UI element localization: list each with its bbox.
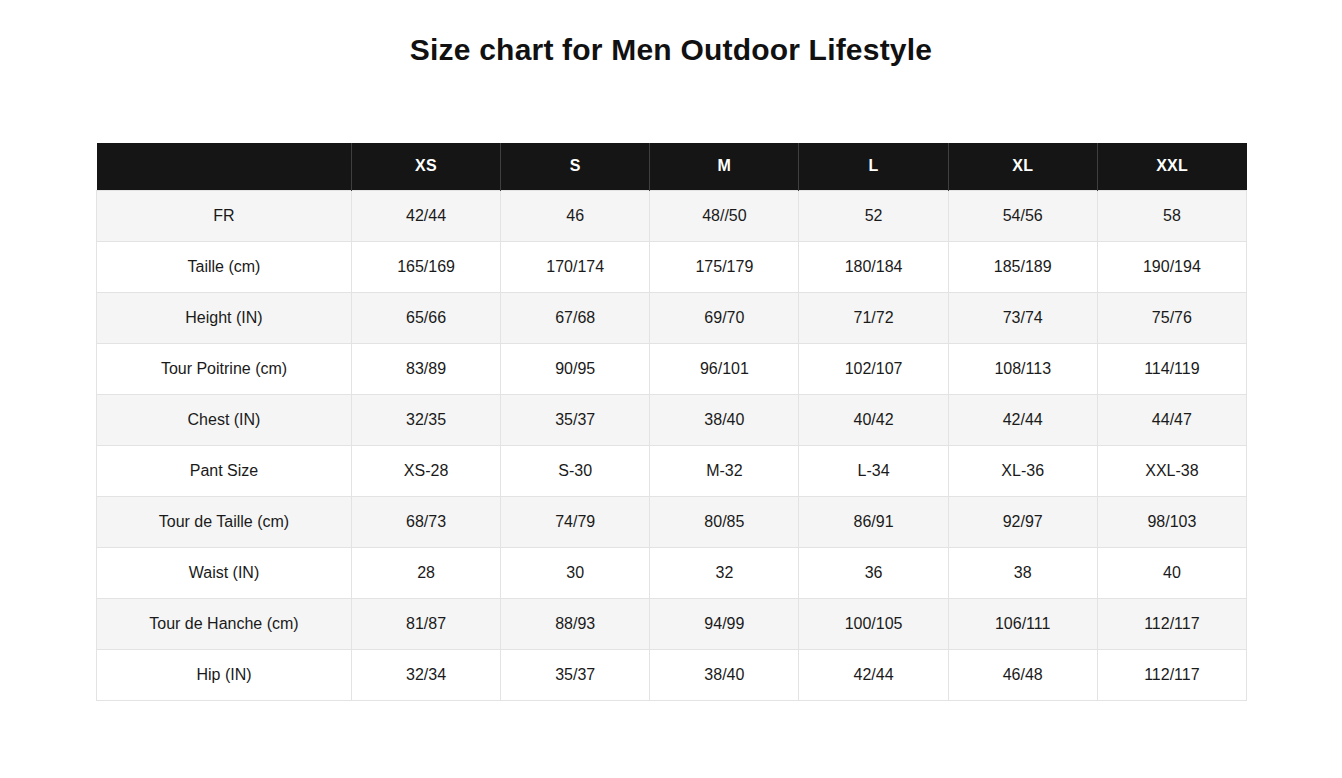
size-value-cell: 32 (650, 547, 799, 598)
size-value-cell: 96/101 (650, 343, 799, 394)
size-column-header-xxl: XXL (1097, 143, 1246, 190)
size-value-cell: 30 (501, 547, 650, 598)
size-value-cell: 48//50 (650, 190, 799, 241)
size-value-cell: 80/85 (650, 496, 799, 547)
size-value-cell: XS-28 (352, 445, 501, 496)
size-value-cell: 32/35 (352, 394, 501, 445)
size-value-cell: M-32 (650, 445, 799, 496)
size-value-cell: 67/68 (501, 292, 650, 343)
size-value-cell: 68/73 (352, 496, 501, 547)
row-label-pant-size: Pant Size (97, 445, 352, 496)
size-value-cell: 71/72 (799, 292, 948, 343)
size-value-cell: 54/56 (948, 190, 1097, 241)
size-value-cell: 175/179 (650, 241, 799, 292)
row-label-taille-cm: Taille (cm) (97, 241, 352, 292)
size-value-cell: 38/40 (650, 649, 799, 700)
size-value-cell: 40 (1097, 547, 1246, 598)
size-value-cell: 32/34 (352, 649, 501, 700)
size-value-cell: 75/76 (1097, 292, 1246, 343)
size-value-cell: 52 (799, 190, 948, 241)
row-label-tour-de-taille-cm: Tour de Taille (cm) (97, 496, 352, 547)
table-row-tour-de-taille-cm: Tour de Taille (cm) 68/73 74/79 80/85 86… (97, 496, 1247, 547)
measurement-column-header (97, 143, 352, 190)
size-value-cell: 170/174 (501, 241, 650, 292)
size-value-cell: XL-36 (948, 445, 1097, 496)
size-column-header-s: S (501, 143, 650, 190)
size-value-cell: 42/44 (799, 649, 948, 700)
size-value-cell: 88/93 (501, 598, 650, 649)
row-label-tour-de-hanche-cm: Tour de Hanche (cm) (97, 598, 352, 649)
size-value-cell: 44/47 (1097, 394, 1246, 445)
size-value-cell: 42/44 (352, 190, 501, 241)
size-chart-table: XS S M L XL XXL FR 42/44 46 48//50 52 54… (96, 143, 1247, 701)
table-row-tour-poitrine-cm: Tour Poitrine (cm) 83/89 90/95 96/101 10… (97, 343, 1247, 394)
size-value-cell: L-34 (799, 445, 948, 496)
table-header: XS S M L XL XXL (97, 143, 1247, 190)
size-value-cell: 94/99 (650, 598, 799, 649)
table-row-tour-de-hanche-cm: Tour de Hanche (cm) 81/87 88/93 94/99 10… (97, 598, 1247, 649)
size-value-cell: 35/37 (501, 394, 650, 445)
table-row-height-in: Height (IN) 65/66 67/68 69/70 71/72 73/7… (97, 292, 1247, 343)
size-value-cell: 36 (799, 547, 948, 598)
size-value-cell: 100/105 (799, 598, 948, 649)
size-value-cell: 73/74 (948, 292, 1097, 343)
size-value-cell: 185/189 (948, 241, 1097, 292)
size-value-cell: 81/87 (352, 598, 501, 649)
table-body: FR 42/44 46 48//50 52 54/56 58 Taille (c… (97, 190, 1247, 700)
size-value-cell: XXL-38 (1097, 445, 1246, 496)
header-row: XS S M L XL XXL (97, 143, 1247, 190)
size-value-cell: 112/117 (1097, 598, 1246, 649)
size-value-cell: 74/79 (501, 496, 650, 547)
size-value-cell: 46 (501, 190, 650, 241)
table-row-pant-size: Pant Size XS-28 S-30 M-32 L-34 XL-36 XXL… (97, 445, 1247, 496)
row-label-waist-in: Waist (IN) (97, 547, 352, 598)
table-row-chest-in: Chest (IN) 32/35 35/37 38/40 40/42 42/44… (97, 394, 1247, 445)
size-column-header-l: L (799, 143, 948, 190)
size-value-cell: 35/37 (501, 649, 650, 700)
table-row-taille-cm: Taille (cm) 165/169 170/174 175/179 180/… (97, 241, 1247, 292)
size-value-cell: 90/95 (501, 343, 650, 394)
size-value-cell: 42/44 (948, 394, 1097, 445)
size-value-cell: 165/169 (352, 241, 501, 292)
size-value-cell: 180/184 (799, 241, 948, 292)
row-label-hip-in: Hip (IN) (97, 649, 352, 700)
table-row-hip-in: Hip (IN) 32/34 35/37 38/40 42/44 46/48 1… (97, 649, 1247, 700)
size-value-cell: 102/107 (799, 343, 948, 394)
size-value-cell: 190/194 (1097, 241, 1246, 292)
size-value-cell: 98/103 (1097, 496, 1246, 547)
size-value-cell: 58 (1097, 190, 1246, 241)
size-value-cell: 69/70 (650, 292, 799, 343)
size-value-cell: 86/91 (799, 496, 948, 547)
table-row-waist-in: Waist (IN) 28 30 32 36 38 40 (97, 547, 1247, 598)
row-label-chest-in: Chest (IN) (97, 394, 352, 445)
size-value-cell: 106/111 (948, 598, 1097, 649)
size-column-header-xs: XS (352, 143, 501, 190)
size-value-cell: 38/40 (650, 394, 799, 445)
size-value-cell: 28 (352, 547, 501, 598)
size-value-cell: 65/66 (352, 292, 501, 343)
row-label-height-in: Height (IN) (97, 292, 352, 343)
size-value-cell: 83/89 (352, 343, 501, 394)
page-title: Size chart for Men Outdoor Lifestyle (0, 33, 1342, 67)
size-chart-table-container: XS S M L XL XXL FR 42/44 46 48//50 52 54… (96, 143, 1247, 701)
size-column-header-xl: XL (948, 143, 1097, 190)
row-label-fr: FR (97, 190, 352, 241)
size-value-cell: 108/113 (948, 343, 1097, 394)
size-value-cell: 46/48 (948, 649, 1097, 700)
size-value-cell: 112/117 (1097, 649, 1246, 700)
size-column-header-m: M (650, 143, 799, 190)
table-row-fr: FR 42/44 46 48//50 52 54/56 58 (97, 190, 1247, 241)
size-value-cell: 92/97 (948, 496, 1097, 547)
size-value-cell: 38 (948, 547, 1097, 598)
size-value-cell: S-30 (501, 445, 650, 496)
row-label-tour-poitrine-cm: Tour Poitrine (cm) (97, 343, 352, 394)
size-value-cell: 114/119 (1097, 343, 1246, 394)
size-value-cell: 40/42 (799, 394, 948, 445)
